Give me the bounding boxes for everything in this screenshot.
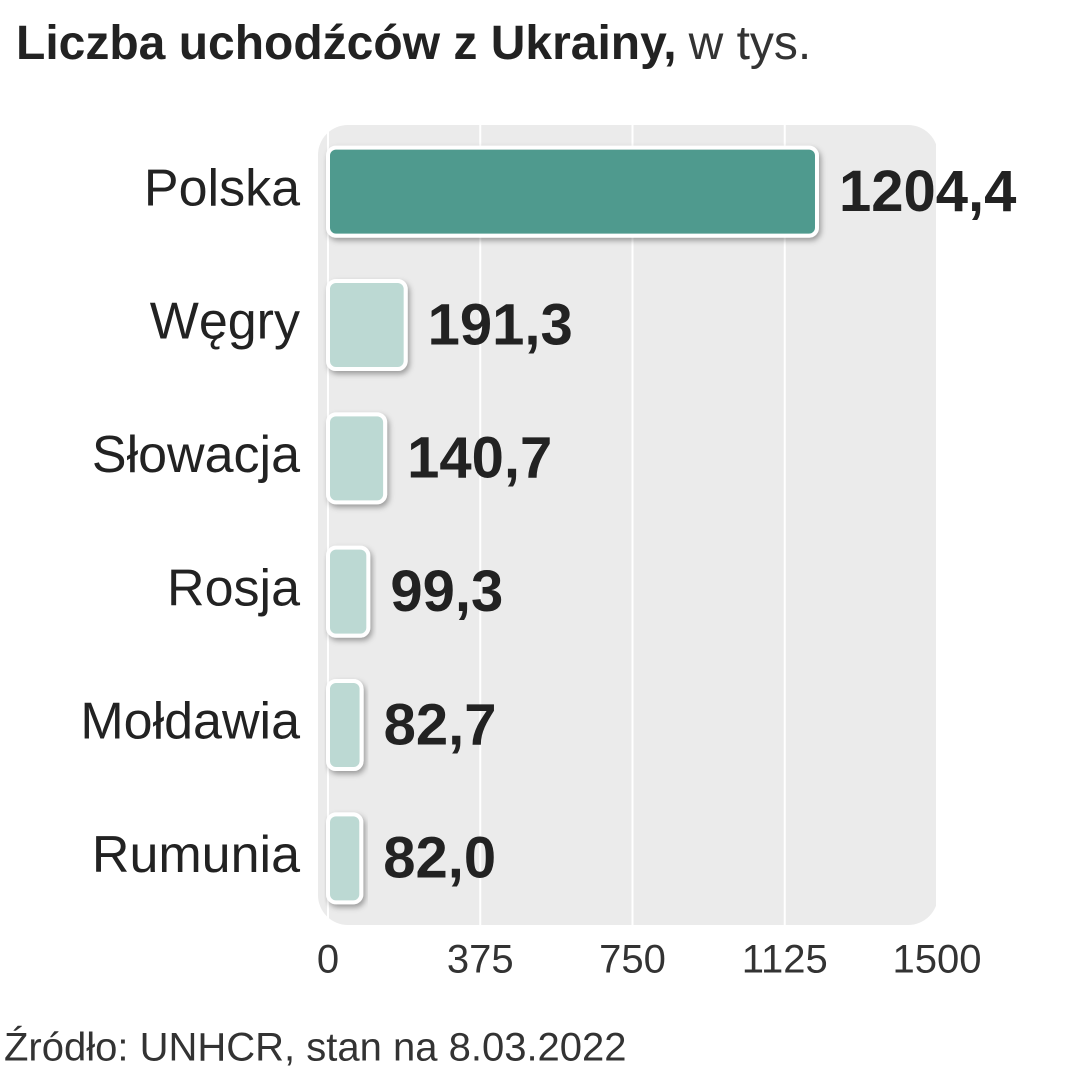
value-label: 140,7 <box>407 426 552 491</box>
bar <box>326 279 408 371</box>
title: Liczba uchodźców z Ukrainy, <box>16 17 677 70</box>
category-label: Węgry <box>150 293 300 351</box>
bar <box>326 412 388 505</box>
x-tick-label: 1125 <box>742 938 828 982</box>
category-label: Polska <box>144 159 300 217</box>
chart-title: Liczba uchodźców z Ukrainy, w tys. <box>16 17 811 70</box>
category-label: Rosja <box>167 559 300 617</box>
bar <box>326 145 819 238</box>
value-label: 99,3 <box>390 559 503 624</box>
x-tick-label: 375 <box>447 938 514 982</box>
x-tick-label: 1500 <box>893 938 982 982</box>
value-label: 191,3 <box>428 292 573 357</box>
bar <box>326 545 371 638</box>
category-label: Mołdawia <box>80 693 300 751</box>
category-label: Słowacja <box>92 426 300 484</box>
bar <box>326 679 364 771</box>
x-tick-label: 750 <box>599 938 666 982</box>
source-note: Źródło: UNHCR, stan na 8.03.2022 <box>4 1025 627 1070</box>
grid: 0 375 750 1125 1500 <box>317 125 982 982</box>
bar <box>326 812 364 905</box>
unit: w tys. <box>688 17 812 70</box>
value-label: 1204,4 <box>839 159 1016 224</box>
plot-background <box>318 125 938 925</box>
value-label: 82,7 <box>384 692 497 757</box>
bars: Polska 1204,4 Węgry 191,3 Słowacja 140,7 Rosja… <box>80 145 1016 905</box>
value-label: 82,0 <box>383 826 496 891</box>
x-tick-label: 0 <box>317 938 339 982</box>
category-label: Rumunia <box>92 826 300 884</box>
